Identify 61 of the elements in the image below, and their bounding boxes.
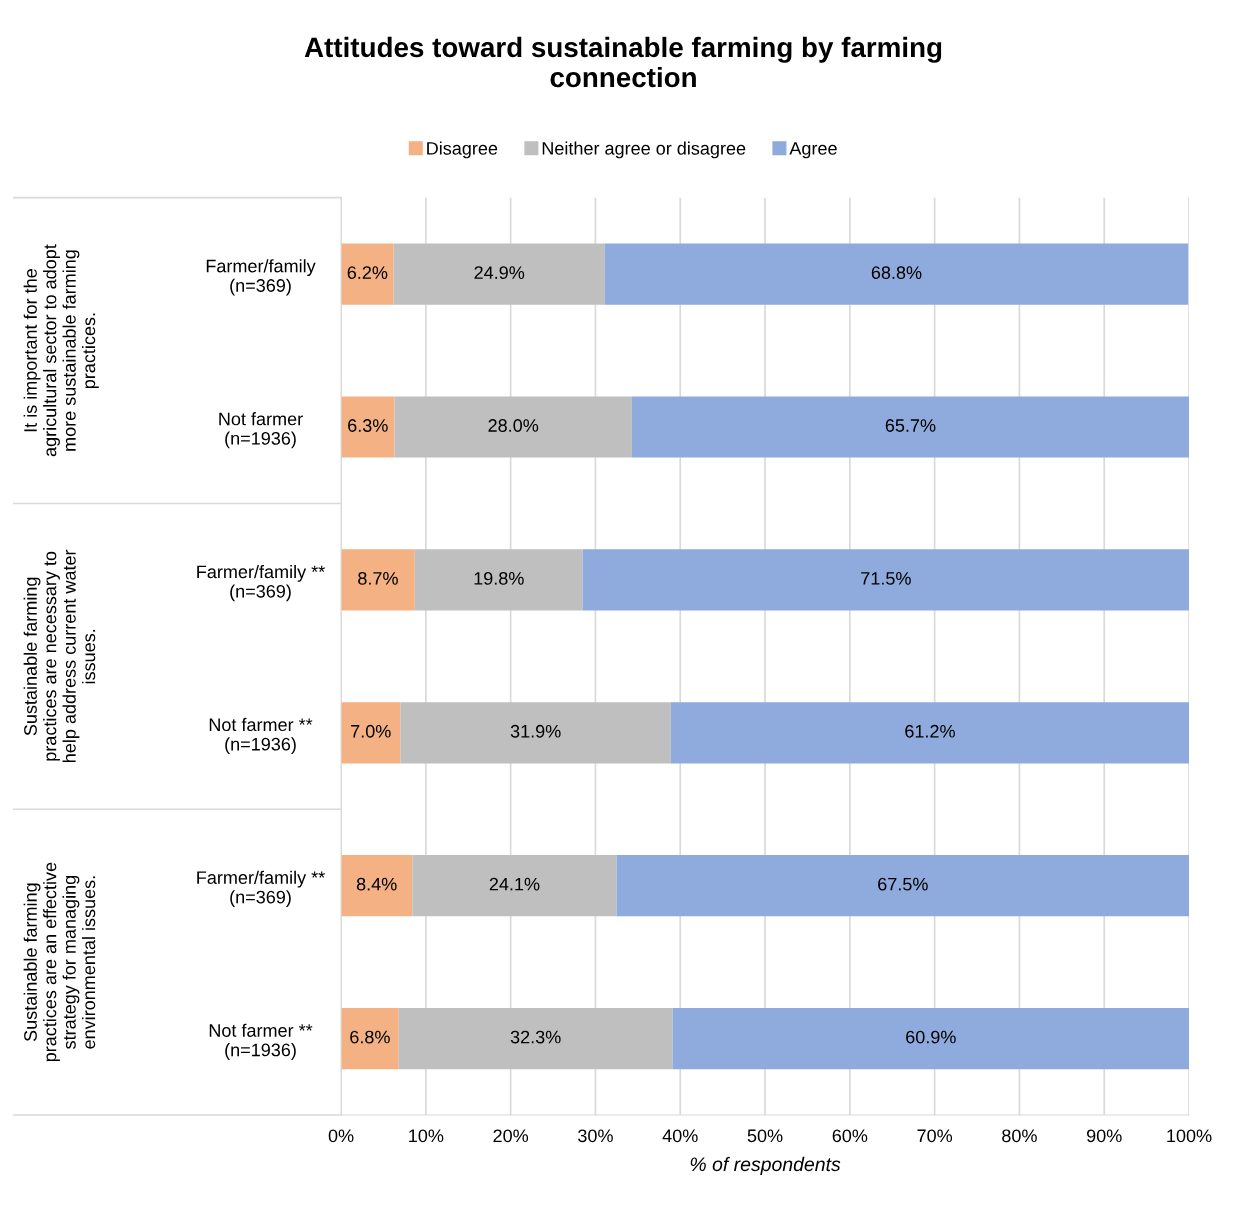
y-tick-label: Farmer/family (n=369) xyxy=(206,259,316,296)
y-tick-label: Not farmer (n=1936) xyxy=(219,412,303,449)
data-label: 7.0% xyxy=(351,724,391,738)
x-tick-label: 40% xyxy=(662,1129,698,1143)
bar xyxy=(341,396,395,458)
data-label: 32.3% xyxy=(510,1030,561,1044)
data-label: 65.7% xyxy=(885,419,936,432)
legend-label: Agree xyxy=(789,142,837,159)
text: Sustainable farming practices are an effective strategy for managing environmental issues. xyxy=(23,862,96,1062)
y-tick-label: Not farmer ** (n=1936) xyxy=(209,717,313,755)
bar xyxy=(341,855,413,917)
data-label: 28.0% xyxy=(488,419,539,432)
x-tick-label: 100% xyxy=(1167,1129,1212,1143)
data-label: 24.9% xyxy=(474,266,525,279)
x-tick-label: 60% xyxy=(832,1129,868,1143)
bar xyxy=(400,702,671,764)
bar xyxy=(398,1008,673,1070)
bar xyxy=(672,1008,1190,1070)
legend-label: Neither agree or disagree xyxy=(542,141,746,159)
chart-title: Attitudes toward sustainable farming by farming connection xyxy=(304,36,942,88)
x-tick-label: 90% xyxy=(1087,1129,1122,1143)
bar xyxy=(616,855,1190,917)
data-label: 6.2% xyxy=(347,266,388,279)
x-tick-label: 30% xyxy=(578,1129,613,1143)
data-label: 8.4% xyxy=(356,877,397,891)
bar xyxy=(604,243,1189,305)
x-tick-label: 20% xyxy=(493,1129,529,1143)
data-label: 6.3% xyxy=(348,419,388,432)
x-tick-label: 10% xyxy=(409,1129,444,1143)
bar xyxy=(394,396,632,458)
x-tick-label: 80% xyxy=(1002,1129,1037,1143)
bar xyxy=(412,855,617,917)
bar xyxy=(393,243,605,305)
data-label: 71.5% xyxy=(861,572,911,585)
x-tick-label: 50% xyxy=(747,1129,783,1143)
data-label: 19.8% xyxy=(474,571,524,585)
data-label: 24.1% xyxy=(489,877,540,891)
y-tick-label: Farmer/family ** (n=369) xyxy=(197,870,325,908)
y-tick-label: Not farmer ** (n=1936) xyxy=(209,1023,313,1060)
x-tick-label: 70% xyxy=(917,1129,953,1143)
y-tick-label: Farmer/family ** (n=369) xyxy=(197,564,325,602)
bar xyxy=(631,396,1190,458)
bar xyxy=(414,549,583,611)
bar xyxy=(341,1008,399,1070)
data-label: 61.2% xyxy=(905,724,955,738)
data-label: 31.9% xyxy=(510,724,561,738)
bar xyxy=(670,702,1190,764)
x-tick-label: 0% xyxy=(328,1129,354,1143)
data-label: 6.8% xyxy=(350,1030,390,1044)
bar xyxy=(341,243,394,305)
text: Sustainable farming practices are necessary to help address current water issues. xyxy=(23,549,96,762)
x-axis-title: % of respondents xyxy=(690,1156,841,1175)
text: It is important for the agricultural sector to adopt more sustainable farming practices. xyxy=(23,244,99,457)
legend-label: Disagree xyxy=(427,141,498,159)
data-label: 60.9% xyxy=(906,1030,956,1044)
bar xyxy=(341,549,415,611)
bar xyxy=(341,702,401,764)
data-label: 67.5% xyxy=(878,877,928,891)
bar xyxy=(582,549,1190,611)
data-label: 8.7% xyxy=(358,571,398,585)
data-label: 68.8% xyxy=(871,266,922,279)
